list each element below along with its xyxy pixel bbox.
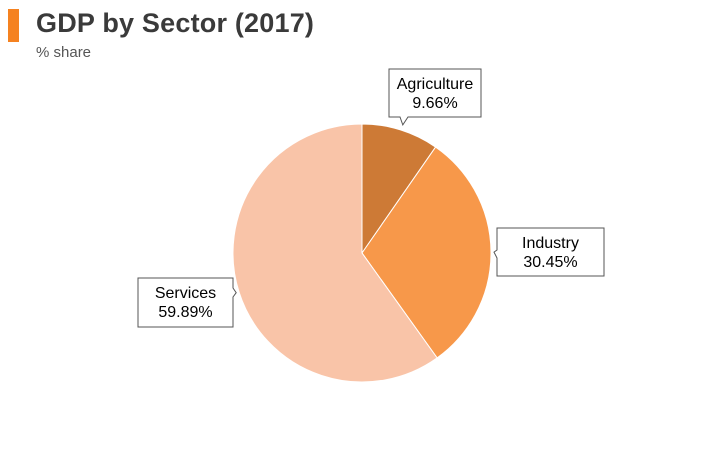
callout-services: Services 59.89% [137,277,237,328]
slice-value-label: 30.45% [523,254,577,271]
slice-label: Services [155,285,216,302]
chart-subtitle: % share [36,44,92,61]
pie-slice-industry [361,146,492,359]
pie-slice-services [232,123,438,383]
slice-value-label: 9.66% [412,95,457,112]
chart-title: GDP by Sector (2017) [36,8,315,38]
callout-industry: Industry 30.45% [493,227,605,277]
slice-value-label: 59.89% [158,304,212,321]
pie-slice-agriculture [361,123,437,255]
callout-box [388,68,482,127]
callout-agriculture: Agriculture 9.66% [388,68,482,127]
pie-slices [232,123,492,383]
title-accent-bar [8,9,19,42]
callout-box [493,227,605,277]
slice-label: Industry [522,235,579,252]
pie-callouts: Agriculture 9.66% Industry 30.45% Services 59… [137,68,605,328]
slice-label: Agriculture [397,76,474,93]
callout-box [137,277,237,328]
